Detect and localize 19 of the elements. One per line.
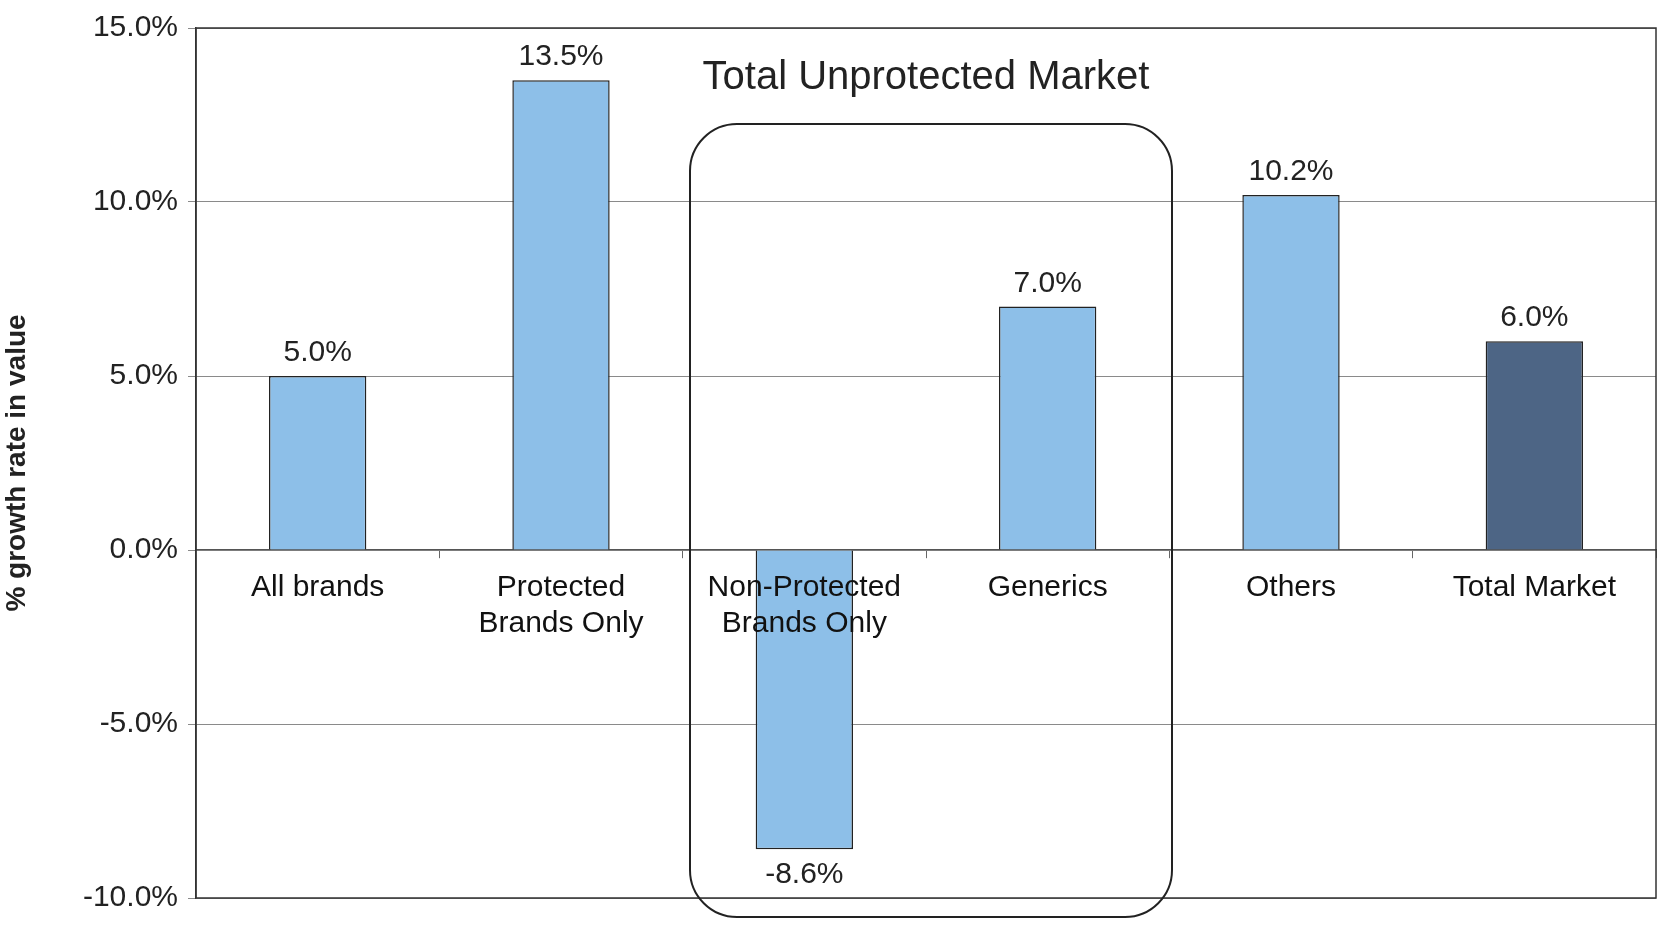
- data-label: -8.6%: [765, 855, 844, 889]
- x-tick-label: Protected Brands Only: [478, 569, 644, 639]
- y-tick-label: 5.0%: [109, 357, 178, 391]
- x-tick-label: Generics: [987, 569, 1108, 603]
- x-tick-label: Total Market: [1452, 569, 1617, 603]
- annotation: Total Unprotected Market: [702, 53, 1150, 98]
- data-label: 10.2%: [1248, 153, 1334, 187]
- data-label: 6.0%: [1500, 299, 1569, 333]
- y-tick-label: 0.0%: [109, 531, 178, 565]
- y-tick-label: 10.0%: [92, 183, 178, 217]
- y-tick-label: -10.0%: [82, 879, 178, 913]
- x-tick-label: All brands: [250, 569, 385, 603]
- x-tick-label: Others: [1245, 569, 1337, 603]
- y-axis-title: % growth rate in value: [0, 314, 31, 612]
- data-label: 5.0%: [283, 334, 352, 368]
- y-tick-label: 15.0%: [92, 9, 178, 43]
- y-tick-label: -5.0%: [99, 705, 178, 739]
- data-label: 7.0%: [1013, 264, 1082, 298]
- data-label: 13.5%: [518, 38, 604, 72]
